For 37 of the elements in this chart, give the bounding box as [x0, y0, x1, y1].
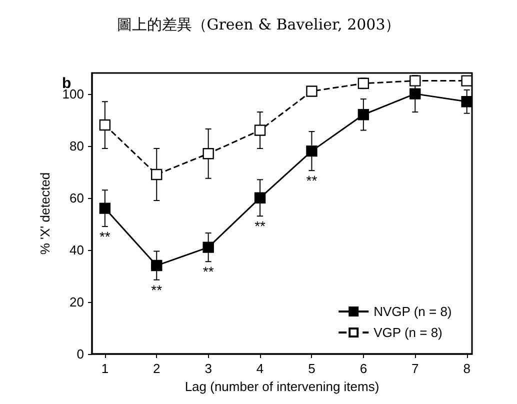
chart-title: 圖上的差異（Green & Bavelier, 2003）: [116, 16, 400, 34]
point: [99, 119, 111, 131]
point: [202, 148, 214, 160]
y-axis-title: % 'X' detected: [37, 172, 52, 255]
x-tick-label: 4: [256, 361, 264, 376]
x-tick-label: 3: [204, 361, 212, 376]
point: [461, 96, 472, 108]
annotation: **: [151, 282, 163, 298]
x-tick-label: 5: [308, 361, 316, 376]
x-tick-label: 6: [360, 361, 368, 376]
x-axis-title: Lag (number of intervening items): [184, 379, 380, 394]
x-tick-label: 8: [463, 361, 470, 376]
point: [358, 109, 370, 120]
y-tick-label: 0: [76, 346, 84, 362]
point: [410, 88, 421, 100]
legend-label: NVGP (n = 8): [374, 304, 452, 319]
y-tick-label: 80: [70, 138, 84, 154]
x-tick-label: 1: [101, 361, 109, 376]
point: [358, 78, 370, 90]
legend-label: VGP (n = 8): [374, 325, 442, 340]
point: [306, 145, 318, 157]
annotation: **: [99, 228, 111, 245]
x-tick-label: 2: [153, 361, 160, 376]
point: [202, 242, 214, 253]
point: [151, 260, 162, 272]
y-tick-label: 60: [70, 190, 84, 206]
point: [151, 168, 162, 180]
point: [99, 202, 111, 214]
x-tick-label: 7: [412, 361, 419, 376]
point: [254, 124, 266, 136]
annotation: **: [202, 264, 214, 280]
annotation: **: [254, 218, 266, 234]
annotation: **: [306, 172, 318, 189]
point: [254, 192, 266, 204]
y-tick-label: 40: [70, 242, 84, 258]
y-tick-label: 20: [70, 294, 84, 310]
point: [306, 86, 318, 97]
